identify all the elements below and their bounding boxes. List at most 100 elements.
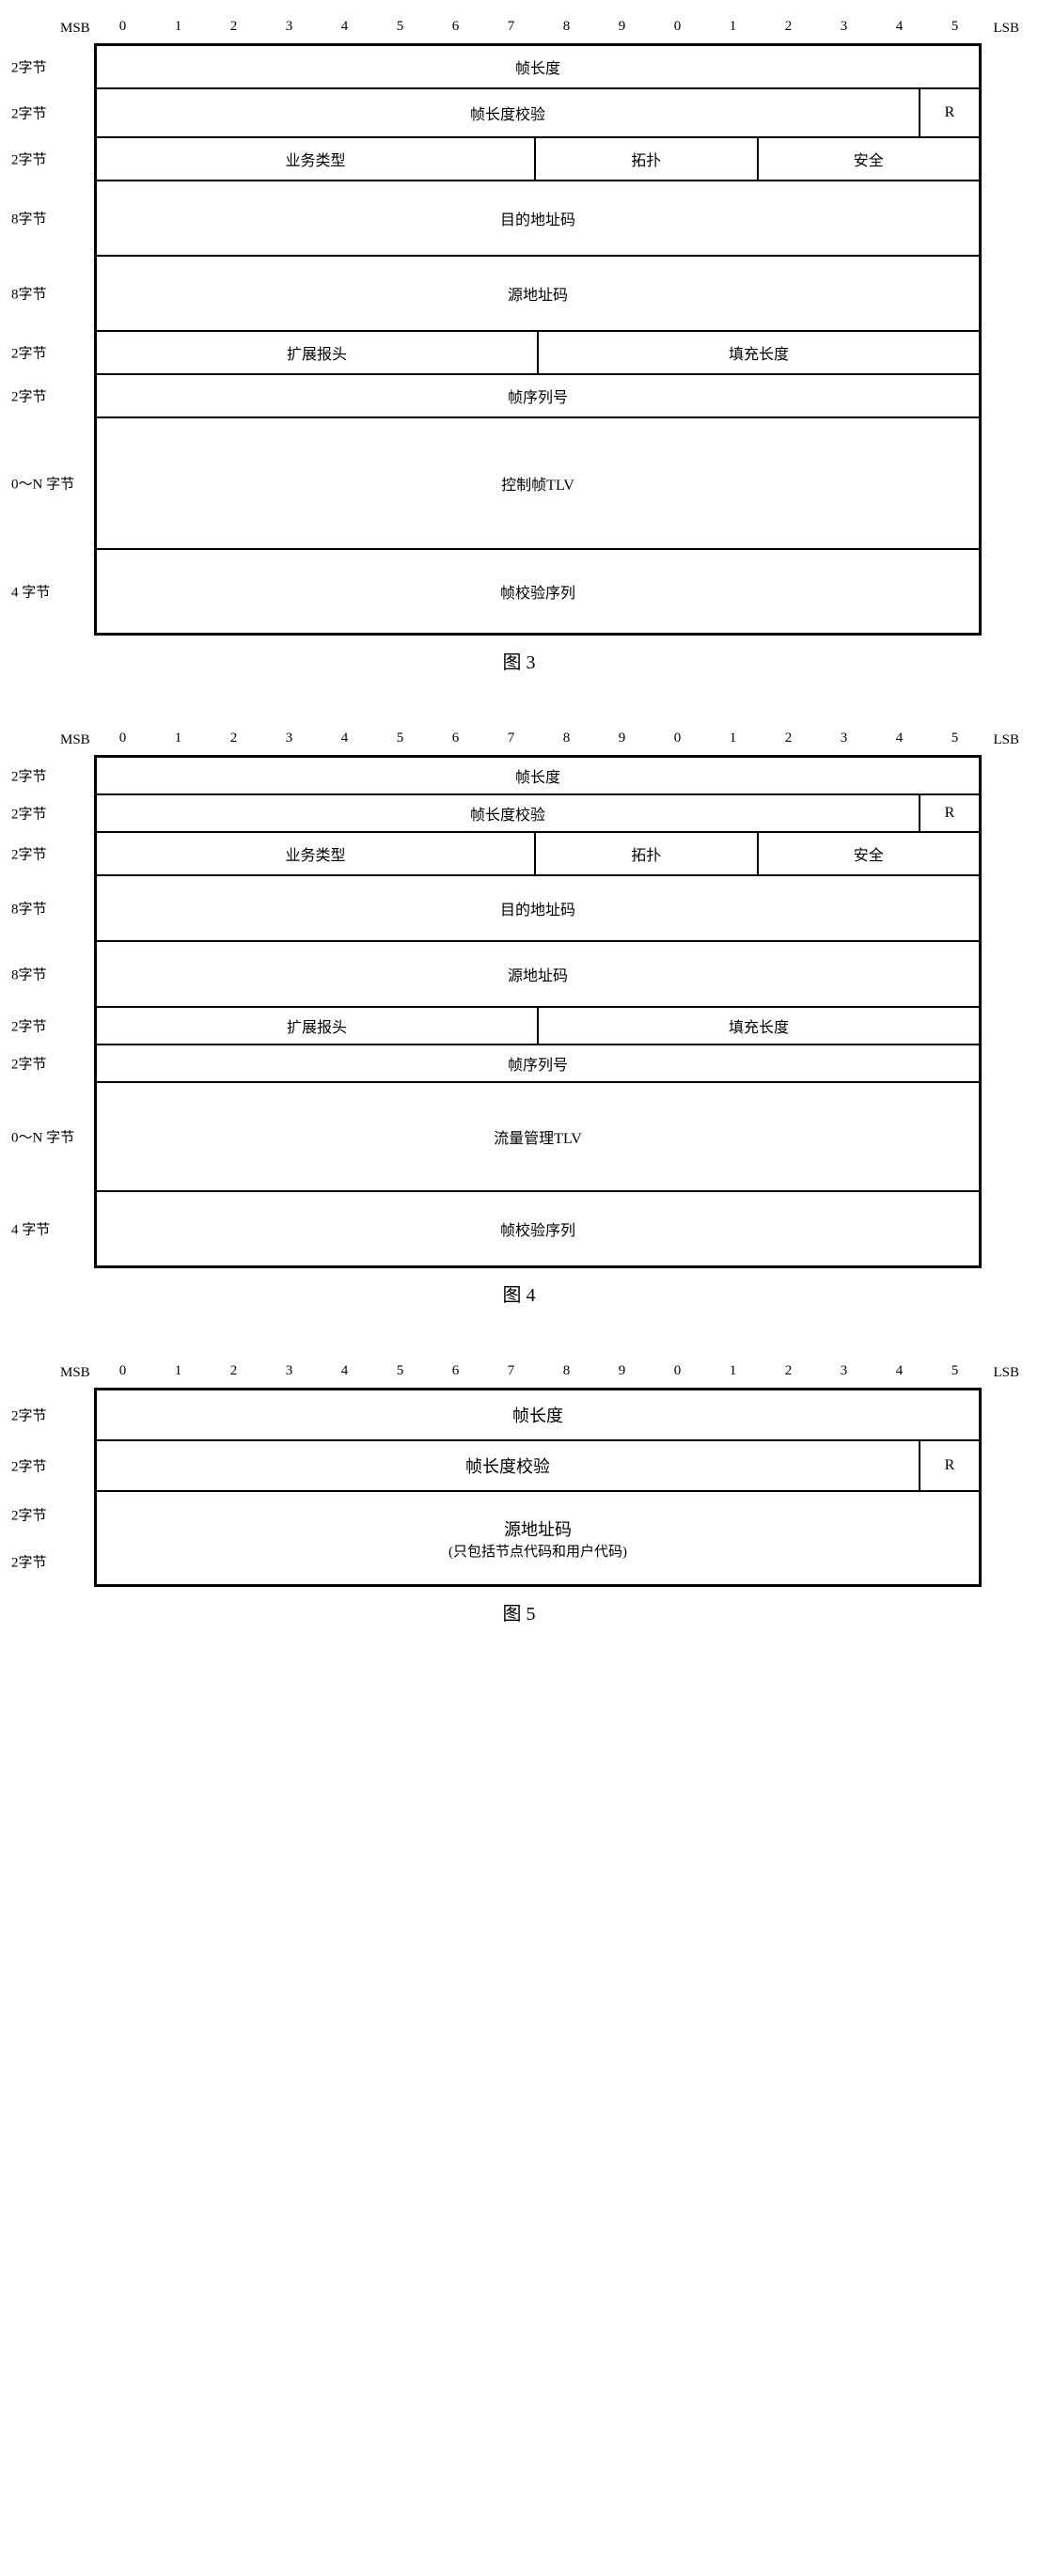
cell-ext-header: 扩展报头 [96,1007,538,1045]
bit-num: 7 [482,1363,538,1379]
row-label: 2字节 [11,804,86,824]
bit-num: 1 [704,1363,760,1379]
cell-ext-header: 扩展报头 [96,331,538,374]
row-fcs: 4 字节 帧校验序列 [96,1191,980,1266]
bit-num: 0 [94,1363,149,1379]
row-label: 2字节 [11,343,86,363]
msb-label: MSB [60,732,90,748]
lsb-label: LSB [993,1365,1019,1381]
row-label: 2字节 [11,1456,86,1476]
row-frame-len: 2字节 帧长度 [96,757,980,794]
row-label: 2字节 [11,103,86,123]
row-ctrl-tlv: 0～N 字节 控制帧TLV [96,417,980,549]
bit-num: 0 [94,19,149,35]
row-label: 4 字节 [11,1219,86,1239]
lsb-label: LSB [993,21,1019,37]
bit-num: 2 [205,1363,260,1379]
cell-r-bit: R [920,794,980,832]
row-label: 8字节 [11,284,86,304]
bit-num: 5 [926,1363,982,1379]
bit-num: 9 [593,730,649,746]
cell-frame-len-check: 帧长度校验 [96,1440,920,1491]
frame-container-4: MSB 0 1 2 3 4 5 6 7 8 9 0 1 2 3 4 5 LSB [94,730,982,1268]
figure-3: MSB 0 1 2 3 4 5 6 7 8 9 0 1 2 3 4 5 LSB [9,19,1029,674]
caption-fig4: 图 4 [9,1280,1029,1307]
bit-num: 3 [815,19,871,35]
row-frame-len: 2字节 帧长度 [96,45,980,88]
cell-ctrl-tlv: 控制帧TLV [96,417,980,549]
cell-security: 安全 [758,137,981,181]
bit-num: 4 [316,730,371,746]
bit-numbers: 0 1 2 3 4 5 6 7 8 9 0 1 2 3 4 5 [94,19,982,35]
lsb-label: LSB [993,732,1019,748]
cell-src-addr-only: 源地址码 (只包括节点代码和用户代码) [96,1491,980,1585]
row-label: 2字节 [11,1552,86,1572]
bit-num: 5 [371,19,427,35]
cell-frame-seq: 帧序列号 [96,1045,980,1082]
cell-r-bit: R [920,88,980,137]
bit-num: 8 [538,730,593,746]
bit-num: 3 [260,1363,316,1379]
row-src-addr: 8字节 源地址码 [96,256,980,331]
row-src-addr: 8字节 源地址码 [96,941,980,1007]
cell-fcs: 帧校验序列 [96,549,980,634]
frame-container-3: MSB 0 1 2 3 4 5 6 7 8 9 0 1 2 3 4 5 LSB [94,19,982,636]
bit-num: 1 [704,19,760,35]
row-ext-pad: 2字节 扩展报头 填充长度 [96,1007,980,1045]
bit-num: 1 [704,730,760,746]
row-label: 2字节 [11,57,86,77]
src-addr-text: 源地址码 [504,1516,572,1541]
bit-numbers: 0 1 2 3 4 5 6 7 8 9 0 1 2 3 4 5 [94,730,982,746]
row-fcs: 4 字节 帧校验序列 [96,549,980,634]
bit-num: 1 [149,1363,205,1379]
frame-container-5: MSB 0 1 2 3 4 5 6 7 8 9 0 1 2 3 4 5 LSB [94,1363,982,1587]
bit-num: 6 [427,1363,482,1379]
frame-table-5: 2字节 帧长度 2字节 帧长度校验 R 2字节 2字节 源地址码 (只包括节点代… [94,1388,982,1587]
row-dest-addr: 8字节 目的地址码 [96,181,980,256]
row-frame-len: 2字节 帧长度 [96,1390,980,1440]
row-label: 4 字节 [11,582,86,602]
figure-5: MSB 0 1 2 3 4 5 6 7 8 9 0 1 2 3 4 5 LSB [9,1363,1029,1626]
cell-src-addr: 源地址码 [96,256,980,331]
row-type-topo-sec: 2字节 业务类型 拓扑 安全 [96,832,980,875]
bit-num: 5 [926,19,982,35]
bit-num: 2 [205,19,260,35]
bit-num: 5 [371,1363,427,1379]
bit-num: 0 [649,730,704,746]
row-label: 2字节 [11,1406,86,1425]
bit-num: 3 [260,19,316,35]
cell-service-type: 业务类型 [96,137,535,181]
cell-pad-len: 填充长度 [538,331,980,374]
row-label: 2字节 [11,149,86,169]
cell-fcs: 帧校验序列 [96,1191,980,1266]
bit-num: 2 [760,19,815,35]
row-label: 2字节 [11,844,86,864]
bit-num: 0 [94,730,149,746]
bit-num: 7 [482,19,538,35]
row-frame-len-check: 2字节 帧长度校验 R [96,1440,980,1491]
row-ext-pad: 2字节 扩展报头 填充长度 [96,331,980,374]
row-label: 2字节 [11,766,86,786]
bit-num: 4 [316,1363,371,1379]
cell-flow-tlv: 流量管理TLV [96,1082,980,1191]
bit-num: 4 [871,730,926,746]
cell-topology: 拓扑 [535,137,758,181]
cell-src-addr: 源地址码 [96,941,980,1007]
bit-num: 3 [815,1363,871,1379]
bit-num: 9 [593,1363,649,1379]
row-frame-seq: 2字节 帧序列号 [96,1045,980,1082]
bit-header: MSB 0 1 2 3 4 5 6 7 8 9 0 1 2 3 4 5 LSB [94,1363,982,1388]
cell-dest-addr: 目的地址码 [96,181,980,256]
bit-numbers: 0 1 2 3 4 5 6 7 8 9 0 1 2 3 4 5 [94,1363,982,1379]
row-type-topo-sec: 2字节 业务类型 拓扑 安全 [96,137,980,181]
bit-num: 1 [149,19,205,35]
src-addr-note: (只包括节点代码和用户代码) [448,1541,627,1561]
row-frame-len-check: 2字节 帧长度校验 R [96,794,980,832]
row-label: 2字节 [11,1016,86,1036]
cell-pad-len: 填充长度 [538,1007,980,1045]
row-label: 8字节 [11,965,86,984]
caption-fig3: 图 3 [9,647,1029,674]
figure-4: MSB 0 1 2 3 4 5 6 7 8 9 0 1 2 3 4 5 LSB [9,730,1029,1307]
row-label: 8字节 [11,899,86,919]
bit-header: MSB 0 1 2 3 4 5 6 7 8 9 0 1 2 3 4 5 LSB [94,730,982,755]
